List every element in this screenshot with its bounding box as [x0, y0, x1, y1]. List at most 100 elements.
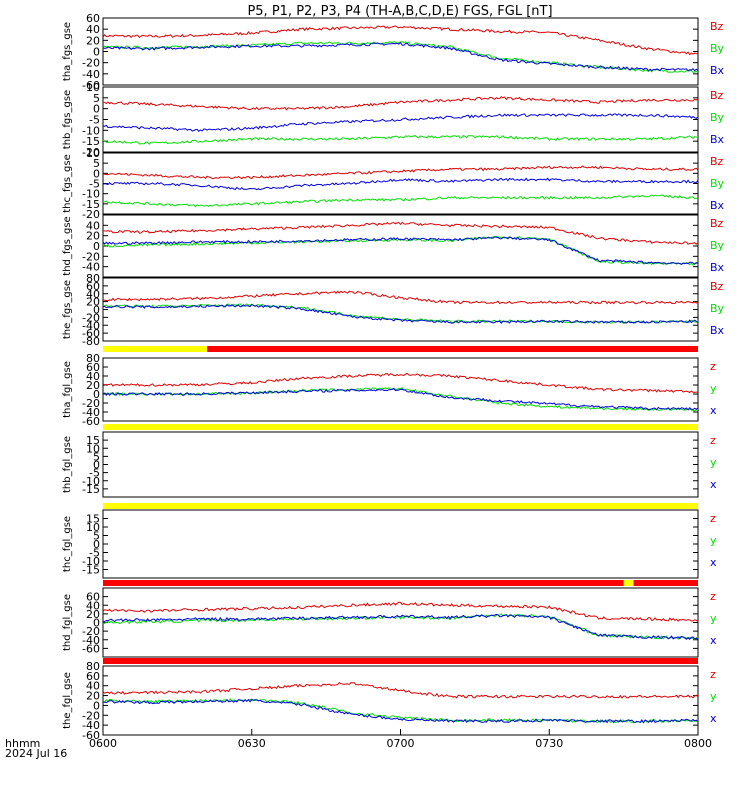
y-tick-label: 20	[86, 296, 100, 309]
y-tick-label: 20	[86, 34, 100, 47]
y-tick-label: -5	[89, 114, 100, 127]
y-tick-label: -15	[82, 483, 100, 496]
y-tick-label: 0	[93, 617, 100, 630]
y-tick-label: -60	[82, 642, 100, 655]
series-z	[102, 372, 698, 394]
legend-entry: y	[710, 456, 717, 469]
status-bars-layer	[103, 346, 698, 664]
legend-entry: z	[710, 590, 716, 603]
y-axis-label: tha_fgl_gse	[62, 361, 73, 418]
y-tick-label: -20	[82, 625, 100, 638]
y-tick-label: 20	[86, 608, 100, 621]
series-y	[102, 697, 699, 724]
y-tick-label: 20	[86, 690, 100, 703]
y-tick-label: -20	[82, 208, 100, 221]
series-Bz	[102, 290, 699, 305]
y-tick-label: -40	[82, 319, 100, 332]
y-tick-label: 80	[86, 352, 100, 365]
y-tick-label: 10	[86, 521, 100, 534]
status-bar-segment	[207, 346, 698, 352]
panel-frame	[102, 86, 699, 153]
plot-title: P5, P1, P2, P3, P4 (TH-A,B,C,D,E) FGS, F…	[247, 4, 552, 19]
y-tick-label: 60	[86, 12, 100, 25]
legend-entry: Bz	[710, 155, 724, 168]
y-tick-label: 15	[86, 434, 100, 447]
y-tick-label: 5	[93, 450, 100, 463]
series-Bx	[102, 236, 699, 265]
panel-frame	[102, 357, 699, 422]
legend-entry: x	[710, 404, 717, 417]
y-tick-label: 0	[93, 103, 100, 116]
y-tick-label: -40	[82, 261, 100, 274]
y-tick-label: 40	[86, 370, 100, 383]
series-y	[102, 387, 698, 412]
panel-frame	[102, 17, 699, 86]
series-Bx	[102, 113, 699, 132]
y-axis-label: thc_fgl_gse	[62, 516, 73, 572]
y-tick-label: 60	[86, 361, 100, 374]
y-tick-label: 0	[93, 304, 100, 317]
y-tick-label: -40	[82, 719, 100, 732]
footer-hhmm: hhmm	[5, 737, 40, 750]
y-tick-label: 5	[93, 530, 100, 543]
legend-entry: y	[710, 534, 717, 547]
legend-entry: Bx	[710, 64, 725, 77]
series-Bx	[102, 177, 699, 191]
y-tick-label: 10	[86, 147, 100, 160]
x-tick-label: 0730	[535, 737, 563, 750]
series-z	[102, 601, 699, 622]
y-tick-label: -5	[89, 547, 100, 560]
y-tick-label: -40	[82, 68, 100, 81]
panel-frame	[102, 277, 699, 342]
legend-entry: z	[710, 434, 716, 447]
time-axis: 0600 0630 0700 0730 0800	[89, 729, 712, 750]
y-tick-label: 0	[93, 240, 100, 253]
y-tick-label: -10	[82, 188, 100, 201]
legend-entry: x	[710, 556, 717, 569]
legend-entry: x	[710, 634, 717, 647]
series-By	[102, 134, 699, 145]
y-tick-label: 15	[86, 513, 100, 526]
series-Bx	[102, 41, 699, 72]
y-tick-label: -15	[82, 564, 100, 577]
y-tick-label: 60	[86, 280, 100, 293]
legend-entry: x	[710, 478, 717, 491]
legend-entry: z	[710, 360, 716, 373]
series-By	[102, 194, 699, 208]
series-x	[102, 698, 699, 724]
series-Bz	[102, 221, 699, 245]
legend-entry: Bx	[710, 324, 725, 337]
y-tick-label: -80	[82, 335, 100, 348]
y-tick-label: 60	[86, 670, 100, 683]
y-tick-label: -20	[82, 311, 100, 324]
legend-entry: Bx	[710, 199, 725, 212]
y-axis-label: thd_fgl_gse	[62, 594, 73, 651]
y-tick-label: 20	[86, 379, 100, 392]
x-tick-label: 0630	[238, 737, 266, 750]
y-tick-label: 80	[86, 660, 100, 673]
status-bar-segment	[103, 658, 698, 664]
y-tick-label: 0	[93, 388, 100, 401]
y-tick-label: 10	[86, 81, 100, 94]
y-tick-label: 0	[93, 459, 100, 472]
y-tick-label: 0	[93, 538, 100, 551]
status-bar-segment	[103, 424, 698, 430]
y-tick-label: -5	[89, 467, 100, 480]
y-tick-label: -60	[82, 79, 100, 92]
y-axis-label: the_fgl_gse	[62, 672, 73, 729]
y-tick-label: 0	[93, 167, 100, 180]
y-tick-label: -40	[82, 634, 100, 647]
y-axis-label: the_fgs_gse	[62, 280, 73, 339]
legend-entry: By	[710, 42, 725, 55]
legend-entry: By	[710, 239, 725, 252]
y-tick-label: 40	[86, 23, 100, 36]
series-Bz	[102, 165, 699, 180]
